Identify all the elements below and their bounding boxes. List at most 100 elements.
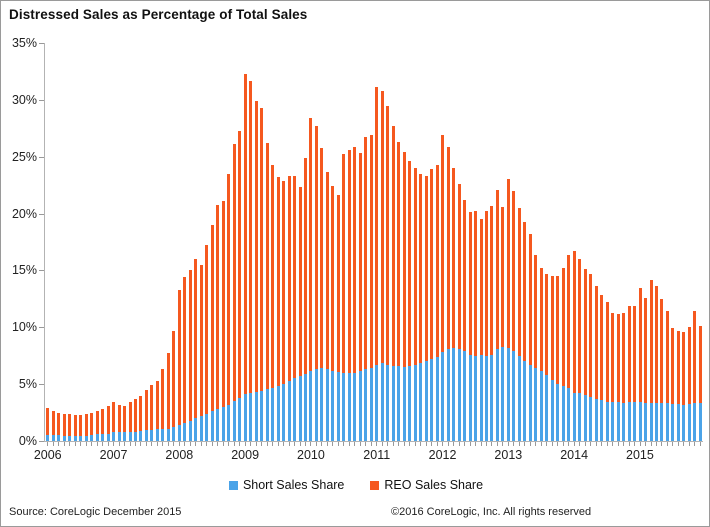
x-year-label: 2010 bbox=[297, 448, 325, 462]
short-sales-segment bbox=[216, 409, 220, 441]
reo-sales-segment bbox=[73, 414, 77, 436]
reo-sales-segment bbox=[380, 90, 384, 363]
x-tick-mark bbox=[116, 442, 121, 446]
bar-cell bbox=[292, 43, 297, 441]
reo-sales-segment bbox=[501, 206, 505, 347]
x-tick-mark bbox=[155, 442, 160, 446]
bar-cell bbox=[83, 43, 88, 441]
stacked-bar bbox=[205, 245, 209, 441]
bar-cell bbox=[522, 43, 527, 441]
bar-cell bbox=[116, 43, 121, 441]
bar-cell bbox=[698, 43, 703, 441]
stacked-bar bbox=[605, 302, 609, 441]
reo-sales-segment bbox=[293, 176, 297, 379]
reo-sales-segment bbox=[660, 298, 664, 404]
short-sales-segment bbox=[243, 394, 247, 441]
x-tick-mark bbox=[495, 442, 500, 446]
y-axis-line bbox=[44, 43, 45, 442]
short-sales-segment bbox=[605, 401, 609, 441]
bar-cell bbox=[358, 43, 363, 441]
reo-sales-segment bbox=[117, 404, 121, 433]
bar-cell bbox=[582, 43, 587, 441]
reo-sales-segment bbox=[161, 369, 165, 429]
short-sales-segment bbox=[210, 411, 214, 441]
x-tick-mark bbox=[462, 442, 467, 446]
x-tick-mark bbox=[292, 442, 297, 446]
stacked-bar bbox=[457, 184, 461, 441]
x-tick-mark bbox=[270, 442, 275, 446]
stacked-bar bbox=[133, 398, 137, 441]
stacked-bar bbox=[51, 411, 55, 441]
bar-cell bbox=[648, 43, 653, 441]
y-tick-label: 35% bbox=[11, 36, 37, 50]
bar-cell bbox=[599, 43, 604, 441]
short-sales-segment bbox=[293, 378, 297, 441]
short-sales-segment bbox=[638, 402, 642, 441]
x-tick-mark bbox=[369, 442, 374, 446]
bar-cell bbox=[193, 43, 198, 441]
short-sales-segment bbox=[249, 393, 253, 441]
x-tick-mark bbox=[582, 442, 587, 446]
x-tick-mark bbox=[133, 442, 138, 446]
short-sales-segment bbox=[282, 383, 286, 441]
x-tick-mark bbox=[56, 442, 61, 446]
x-tick-mark bbox=[171, 442, 176, 446]
y-tick-mark bbox=[39, 156, 44, 158]
short-sales-segment bbox=[314, 369, 318, 441]
short-sales-segment bbox=[128, 431, 132, 441]
reo-sales-segment bbox=[210, 224, 214, 412]
bar-cell bbox=[445, 43, 450, 441]
reo-sales-segment bbox=[243, 73, 247, 395]
stacked-bar bbox=[73, 414, 77, 441]
bar-cell bbox=[407, 43, 412, 441]
bar-cell bbox=[72, 43, 77, 441]
reo-sales-segment bbox=[408, 161, 412, 366]
stacked-bar bbox=[600, 295, 604, 441]
bar-cell bbox=[182, 43, 187, 441]
bar-cell bbox=[253, 43, 258, 441]
stacked-bar bbox=[260, 107, 264, 441]
stacked-bar bbox=[550, 276, 554, 441]
reo-sales-segment bbox=[183, 277, 187, 423]
x-tick-mark bbox=[347, 442, 352, 446]
reo-sales-segment bbox=[128, 402, 132, 432]
x-tick-mark bbox=[111, 442, 116, 446]
stacked-bar bbox=[528, 234, 532, 441]
bar-cell bbox=[226, 43, 231, 441]
reo-sales-segment bbox=[144, 389, 148, 430]
reo-sales-segment bbox=[287, 176, 291, 381]
stacked-bar bbox=[353, 146, 357, 441]
bar-cell bbox=[347, 43, 352, 441]
x-tick-mark bbox=[692, 442, 697, 446]
x-tick-mark bbox=[105, 442, 110, 446]
stacked-bar bbox=[161, 369, 165, 441]
x-tick-mark bbox=[681, 442, 686, 446]
x-tick-mark bbox=[407, 442, 412, 446]
reo-sales-segment bbox=[463, 199, 467, 352]
reo-sales-segment bbox=[622, 312, 626, 403]
reo-sales-segment bbox=[556, 276, 560, 385]
stacked-bar bbox=[177, 289, 181, 441]
x-tick-mark bbox=[297, 442, 302, 446]
bar-cell bbox=[577, 43, 582, 441]
stacked-bar bbox=[128, 402, 132, 441]
stacked-bar bbox=[144, 389, 148, 441]
x-tick-mark bbox=[138, 442, 143, 446]
stacked-bar bbox=[402, 152, 406, 441]
short-sales-segment bbox=[550, 379, 554, 441]
short-sales-segment bbox=[594, 398, 598, 441]
reo-sales-segment bbox=[216, 204, 220, 410]
stacked-bar bbox=[671, 328, 675, 441]
short-sales-segment bbox=[611, 402, 615, 441]
stacked-bar bbox=[369, 135, 373, 441]
bar-cell bbox=[105, 43, 110, 441]
stacked-bar bbox=[238, 130, 242, 441]
stacked-bar bbox=[660, 298, 664, 441]
stacked-bar bbox=[413, 168, 417, 441]
short-sales-segment bbox=[468, 354, 472, 441]
x-tick-mark bbox=[177, 442, 182, 446]
x-tick-mark bbox=[374, 442, 379, 446]
short-sales-segment bbox=[188, 420, 192, 441]
reo-sales-segment bbox=[578, 259, 582, 394]
bar-cell bbox=[593, 43, 598, 441]
